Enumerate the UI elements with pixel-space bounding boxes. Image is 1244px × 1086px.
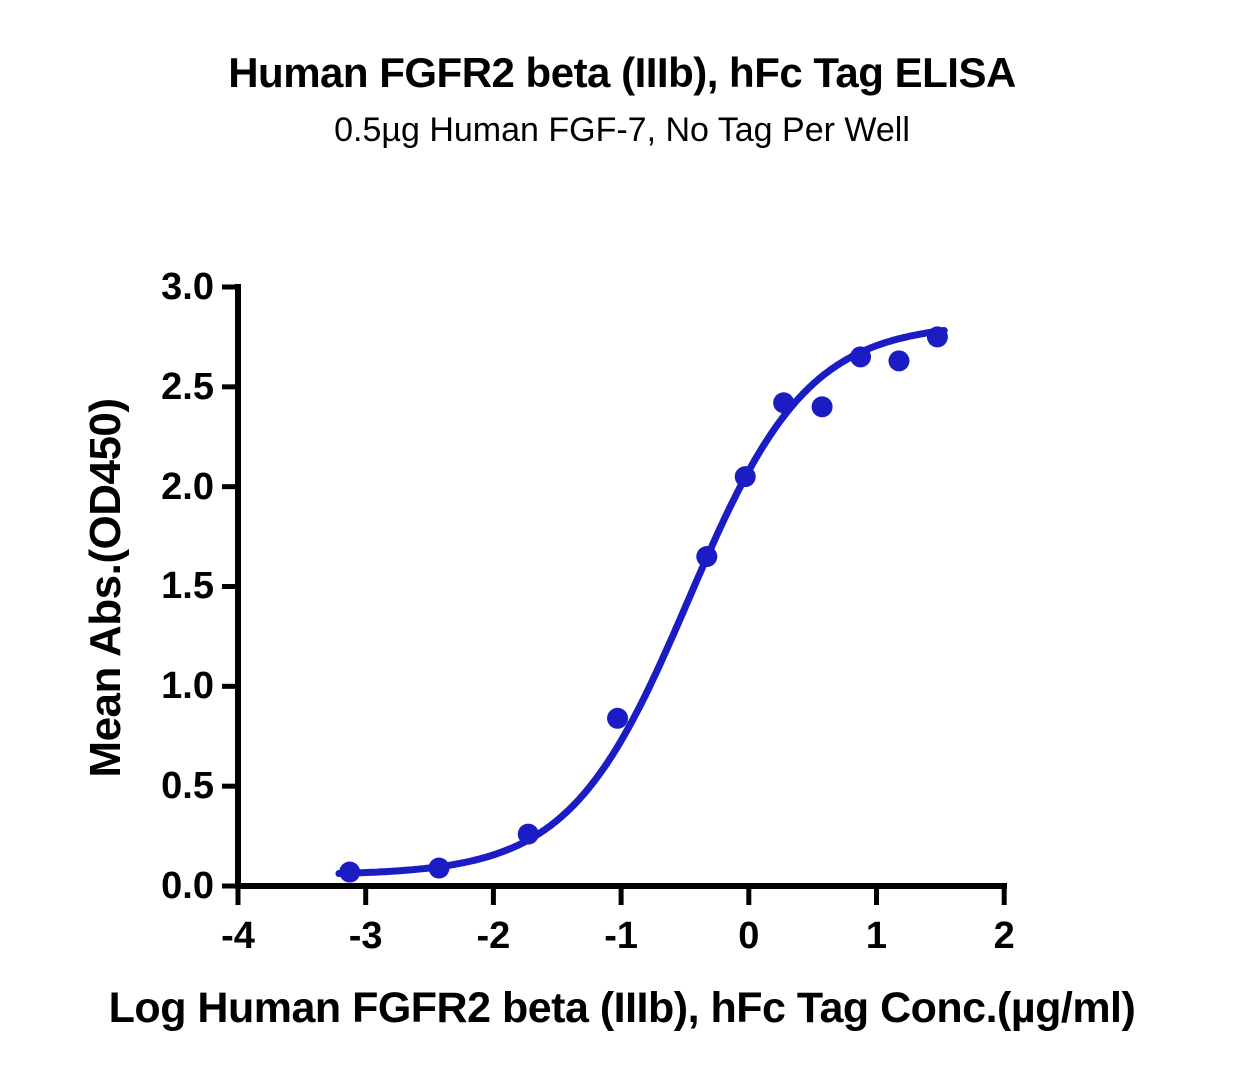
data-point [773, 392, 795, 414]
data-point [339, 861, 361, 883]
fit-curve [335, 327, 948, 877]
data-point [850, 346, 872, 368]
x-tick-label: -4 [221, 915, 255, 957]
data-point [428, 857, 450, 879]
y-tick-label: 2.0 [161, 465, 214, 508]
axes [235, 284, 1007, 889]
y-tick-label: 1.5 [161, 565, 214, 608]
x-tick-label: -1 [604, 915, 638, 957]
data-point [888, 350, 910, 372]
y-tick-label: 0.0 [161, 865, 214, 907]
data-point [926, 326, 948, 348]
x-tick-label: 2 [993, 915, 1015, 957]
dose-response-curve [335, 327, 948, 877]
chart-title: Human FGFR2 beta (IIIb), hFc Tag ELISA [228, 49, 1016, 96]
y-tick-label: 2.5 [161, 365, 214, 408]
x-tick-label: -2 [476, 915, 511, 957]
axis-ticks [222, 284, 1007, 905]
data-points [339, 326, 948, 883]
data-point [607, 707, 629, 729]
x-tick-label: 0 [738, 915, 760, 957]
x-tick-label: -3 [348, 915, 383, 957]
x-tick-label: 1 [865, 915, 888, 957]
data-point [811, 396, 833, 418]
chart-subtitle: 0.5µg Human FGF-7, No Tag Per Well [334, 111, 910, 149]
x-axis-title: Log Human FGFR2 beta (IIIb), hFc Tag Con… [108, 984, 1136, 1032]
y-tick-label: 0.5 [161, 765, 214, 808]
data-point [734, 466, 756, 488]
data-point [696, 546, 718, 568]
y-tick-label: 1.0 [161, 665, 214, 708]
data-point [517, 823, 539, 845]
y-tick-label: 3.0 [161, 265, 214, 308]
